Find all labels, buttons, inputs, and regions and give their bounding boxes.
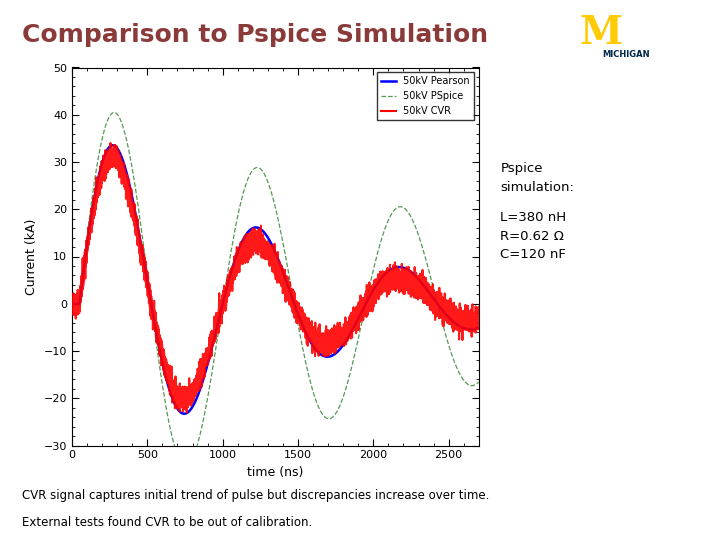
Text: C=120 nF: C=120 nF	[500, 248, 566, 261]
Text: Comparison to Pspice Simulation: Comparison to Pspice Simulation	[22, 23, 487, 47]
50kV Pearson	[88, 206, 96, 212]
50kV CVR	[308, 327, 317, 334]
50kV CVR	[215, 313, 224, 320]
50kV CVR	[182, 409, 191, 416]
Text: External tests found CVR to be out of calibration.: External tests found CVR to be out of ca…	[22, 516, 312, 529]
50kV Pearson	[180, 410, 189, 417]
Text: R=0.62 Ω: R=0.62 Ω	[500, 230, 564, 242]
Line: 50kV Pearson: 50kV Pearson	[72, 145, 479, 414]
50kV PSpice	[326, 415, 335, 422]
50kV PSpice	[109, 109, 118, 116]
50kV Pearson	[215, 314, 224, 320]
50kV Pearson	[391, 264, 400, 271]
50kV CVR	[391, 284, 400, 290]
50kV CVR	[106, 140, 114, 146]
50kV CVR	[326, 335, 335, 341]
50kV Pearson	[474, 325, 483, 331]
50kV PSpice	[391, 206, 400, 212]
50kV PSpice	[68, 300, 76, 307]
50kV PSpice	[474, 379, 483, 385]
50kV PSpice	[369, 265, 378, 272]
Line: 50kV CVR: 50kV CVR	[72, 143, 479, 413]
Line: 50kV PSpice: 50kV PSpice	[72, 112, 479, 465]
50kV PSpice	[88, 192, 96, 199]
50kV Pearson	[109, 142, 117, 149]
50kV Pearson	[326, 353, 335, 360]
Text: CVR signal captures initial trend of pulse but discrepancies increase over time.: CVR signal captures initial trend of pul…	[22, 489, 489, 502]
X-axis label: time (ns): time (ns)	[247, 466, 304, 479]
50kV CVR	[369, 289, 378, 296]
50kV Pearson	[68, 300, 76, 307]
50kV Pearson	[369, 286, 378, 293]
Legend: 50kV Pearson, 50kV PSpice, 50kV CVR: 50kV Pearson, 50kV PSpice, 50kV CVR	[377, 72, 474, 120]
Y-axis label: Current (kA): Current (kA)	[25, 218, 38, 295]
50kV CVR	[474, 305, 483, 311]
Text: simulation:: simulation:	[500, 181, 575, 194]
Text: MICHIGAN: MICHIGAN	[603, 50, 650, 59]
50kV Pearson	[308, 342, 317, 349]
50kV PSpice	[308, 388, 317, 394]
50kV PSpice	[215, 322, 224, 328]
Text: L=380 nH: L=380 nH	[500, 211, 567, 224]
50kV CVR	[68, 298, 76, 304]
Text: Pspice: Pspice	[500, 162, 543, 175]
Text: M: M	[580, 15, 623, 52]
50kV CVR	[88, 211, 96, 218]
50kV PSpice	[181, 462, 190, 468]
